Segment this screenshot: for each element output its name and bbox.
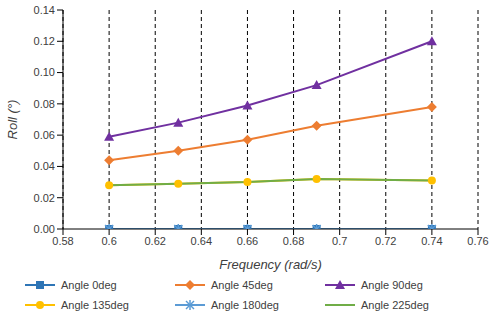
html-text:Angle 225deg: Angle 225deg	[361, 299, 429, 311]
svg-text:0.04: 0.04	[34, 160, 55, 172]
svg-text:0.7: 0.7	[332, 235, 347, 247]
svg-text:0.68: 0.68	[283, 235, 304, 247]
html-text:Angle 45deg: Angle 45deg	[211, 279, 273, 291]
svg-text:0.08: 0.08	[34, 98, 55, 110]
svg-text:0.62: 0.62	[145, 235, 166, 247]
svg-text:0.74: 0.74	[421, 235, 442, 247]
svg-text:0.14: 0.14	[34, 4, 55, 16]
svg-text:0.58: 0.58	[52, 235, 73, 247]
svg-text:0.64: 0.64	[191, 235, 212, 247]
svg-text:0.76: 0.76	[467, 235, 488, 247]
svg-text:0.06: 0.06	[34, 129, 55, 141]
svg-text:0.10: 0.10	[34, 66, 55, 78]
svg-text:0.6: 0.6	[101, 235, 116, 247]
html-text:Angle 180deg: Angle 180deg	[211, 299, 279, 311]
html-text:Angle 135deg: Angle 135deg	[61, 299, 129, 311]
html-text:Angle 90deg: Angle 90deg	[361, 279, 423, 291]
svg-text:Frequency (rad/s): Frequency (rad/s)	[219, 257, 322, 272]
html-text:Angle 0deg: Angle 0deg	[61, 279, 117, 291]
svg-text:Roll (°): Roll (°)	[8, 100, 20, 140]
svg-text:0.72: 0.72	[375, 235, 396, 247]
svg-text:0.00: 0.00	[34, 223, 55, 235]
svg-text:0.12: 0.12	[34, 35, 55, 47]
svg-text:0.02: 0.02	[34, 192, 55, 204]
svg-text:0.66: 0.66	[237, 235, 258, 247]
